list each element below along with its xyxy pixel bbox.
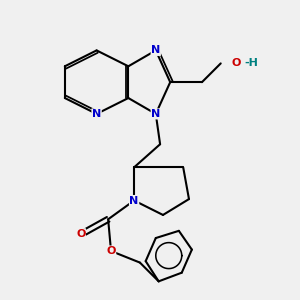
Text: N: N — [151, 109, 160, 119]
Text: O: O — [76, 229, 86, 239]
Text: O: O — [106, 246, 116, 256]
Text: N: N — [151, 45, 160, 56]
Text: N: N — [92, 109, 101, 119]
Text: -H: -H — [244, 58, 258, 68]
Text: O: O — [232, 58, 241, 68]
Text: N: N — [130, 196, 139, 206]
